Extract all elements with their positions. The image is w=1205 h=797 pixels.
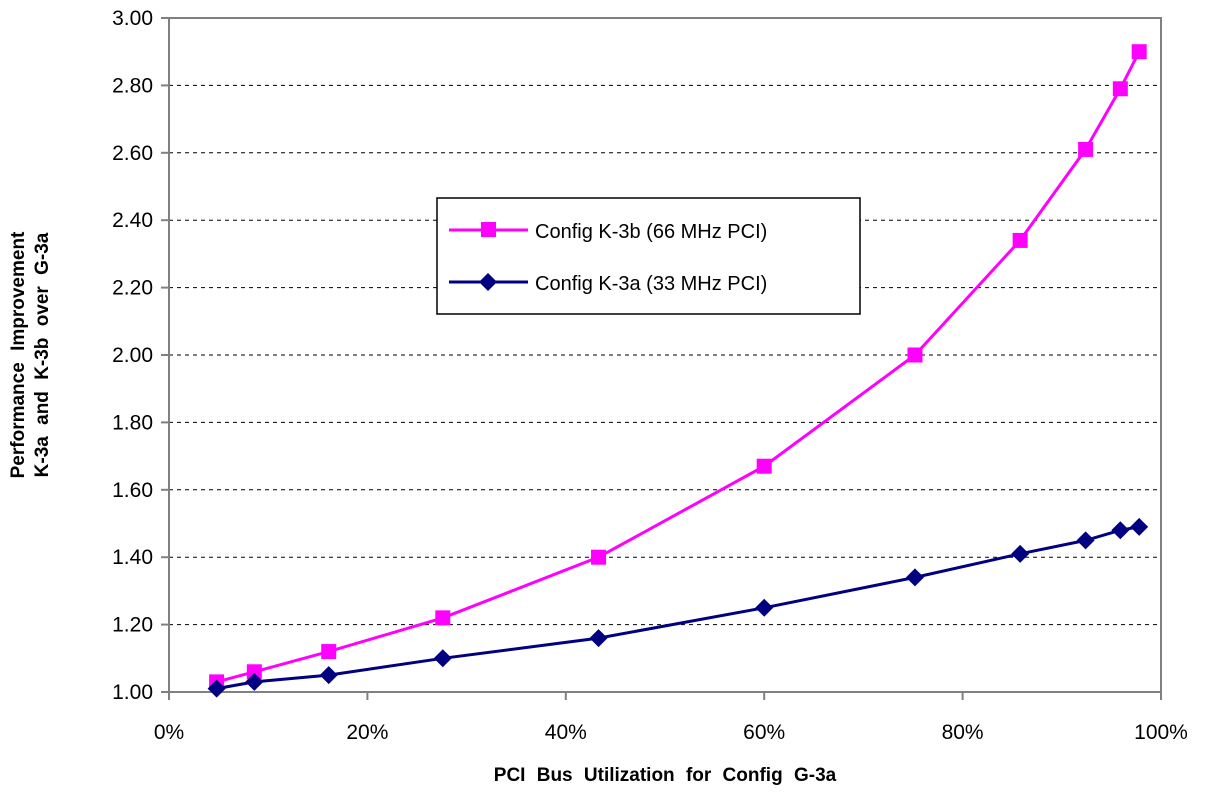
x-tick-label: 20% bbox=[346, 721, 388, 744]
y-axis-tick-labels: 1.00 1.20 1.40 1.60 1.80 2.00 2.20 2.40 2.60 2.80… bbox=[112, 7, 153, 704]
y-tick-label: 1.80 bbox=[112, 411, 153, 434]
data-point bbox=[907, 347, 923, 363]
data-point bbox=[1131, 44, 1147, 60]
data-point bbox=[905, 568, 924, 587]
legend: Config K-3b (66 MHz PCI) Config K-3a (33… bbox=[436, 197, 861, 315]
data-point bbox=[1111, 521, 1130, 540]
y-tick-label: 2.60 bbox=[112, 142, 153, 165]
y-tick-label: 1.60 bbox=[112, 479, 153, 502]
y-tick-label: 2.20 bbox=[112, 277, 153, 300]
data-point bbox=[591, 549, 607, 565]
data-point bbox=[246, 664, 262, 680]
gridlines bbox=[161, 17, 1162, 700]
data-point bbox=[433, 649, 452, 668]
series-line bbox=[216, 51, 1141, 684]
legend-label-k3b: Config K-3b (66 MHz PCI) bbox=[535, 221, 767, 243]
data-point bbox=[435, 610, 451, 626]
data-point bbox=[1078, 141, 1094, 157]
legend-label-k3a: Config K-3a (33 MHz PCI) bbox=[535, 273, 767, 295]
x-axis-title: PCI Bus Utilization for Config G-3a bbox=[494, 765, 837, 786]
legend-box bbox=[436, 197, 861, 315]
y-axis-title-line-1: Performance Improvement bbox=[8, 231, 29, 478]
data-point bbox=[1076, 531, 1095, 550]
y-tick-label: 1.00 bbox=[112, 681, 153, 704]
data-point bbox=[207, 679, 226, 698]
data-point bbox=[1112, 81, 1128, 97]
series-line bbox=[216, 525, 1140, 691]
x-tick-label: 80% bbox=[942, 721, 984, 744]
y-tick-label: 2.80 bbox=[112, 74, 153, 97]
x-axis-tick-labels: 0% 20% 40% 60% 80% 100% bbox=[154, 721, 1188, 744]
data-point bbox=[589, 629, 608, 648]
data-point bbox=[245, 672, 264, 691]
y-tick-label: 2.40 bbox=[112, 209, 153, 232]
x-tick-label: 40% bbox=[545, 721, 587, 744]
series-layer bbox=[207, 44, 1149, 698]
y-tick-label: 2.00 bbox=[112, 344, 153, 367]
data-point bbox=[321, 644, 337, 660]
legend-entry-k3a: Config K-3a (33 MHz PCI) bbox=[449, 273, 767, 295]
y-axis-title-line-2: K-3a and K-3b over G-3a bbox=[32, 232, 53, 477]
series-k3a bbox=[207, 517, 1149, 698]
y-tick-label: 1.20 bbox=[112, 614, 153, 637]
data-point bbox=[755, 598, 774, 617]
x-tick-label: 100% bbox=[1134, 721, 1188, 744]
data-point bbox=[756, 458, 772, 474]
data-point bbox=[1130, 517, 1149, 536]
data-point bbox=[319, 666, 338, 685]
data-point bbox=[1012, 232, 1028, 248]
x-tick-label: 0% bbox=[154, 721, 184, 744]
plot-area-border bbox=[168, 17, 1162, 693]
y-tick-label: 1.40 bbox=[112, 546, 153, 569]
x-tick-label: 60% bbox=[743, 721, 785, 744]
series-k3b bbox=[209, 44, 1147, 690]
y-tick-label: 3.00 bbox=[112, 7, 153, 30]
y-axis-title: Performance Improvement K-3a and K-3b ov… bbox=[8, 231, 53, 478]
legend-marker-k3b bbox=[481, 222, 496, 237]
legend-entry-k3b: Config K-3b (66 MHz PCI) bbox=[449, 221, 767, 243]
legend-marker-k3a bbox=[479, 273, 497, 291]
data-point bbox=[1011, 544, 1030, 563]
